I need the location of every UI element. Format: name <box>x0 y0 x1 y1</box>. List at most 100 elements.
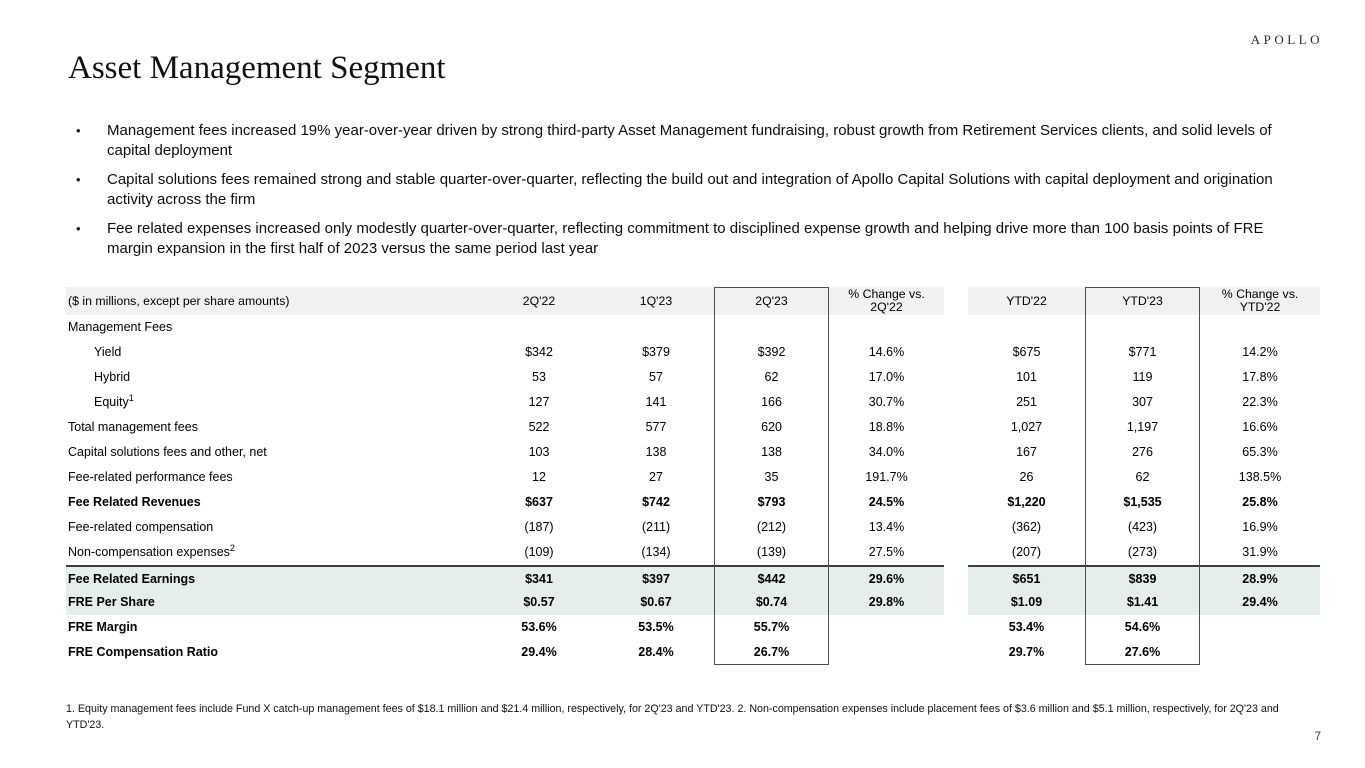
table-value-cell: 522 <box>528 420 550 434</box>
row-label-text: Fee-related compensation <box>68 520 214 534</box>
table-value-cell: 31.9% <box>1242 545 1278 559</box>
table-value-cell: 1,027 <box>1010 420 1043 434</box>
bullet-text: Capital solutions fees remained strong a… <box>107 171 1273 208</box>
table-value-cell: 53 <box>532 370 546 384</box>
bullet-text: Fee related expenses increased only mode… <box>107 220 1264 257</box>
table-value-cell: 1,197 <box>1085 415 1200 440</box>
table-value-cell: 53.4% <box>1008 620 1045 634</box>
table-value-cell: 16.9% <box>1242 520 1278 534</box>
table-value-cell: 127 <box>528 395 550 409</box>
table-value-cell: $771 <box>1085 340 1200 365</box>
column-group-gap <box>944 415 968 440</box>
table-value-cell: $1,220 <box>1007 495 1046 509</box>
table-value-cell: $839 <box>1085 565 1200 590</box>
bullet-icon: • <box>76 123 81 138</box>
col-header-ytd23: YTD'23 <box>1085 287 1200 315</box>
financial-table: ($ in millions, except per share amounts… <box>66 287 1320 665</box>
column-group-gap <box>944 440 968 465</box>
bullet-list: • Management fees increased 19% year-ove… <box>68 121 1308 268</box>
row-label: Equity1 <box>66 390 480 415</box>
row-label-text: Fee-related performance fees <box>68 470 233 484</box>
table-value-cell: 307 <box>1085 390 1200 415</box>
column-group-gap <box>944 590 968 615</box>
table-value-cell: $0.57 <box>480 590 598 615</box>
table-value-cell: $0.74 <box>714 590 829 615</box>
table-value-cell: 25.8% <box>1242 495 1278 509</box>
table-value-cell: $1.09 <box>968 590 1085 615</box>
footnote-reference: 2 <box>229 542 235 553</box>
table-value-cell: $341 <box>480 565 598 590</box>
table-value-cell: $651 <box>968 565 1085 590</box>
table-value-cell: 27.6% <box>1085 640 1200 665</box>
table-value-cell: 138.5% <box>1238 470 1282 484</box>
table-value-cell: 620 <box>714 415 829 440</box>
table-value-cell: (134) <box>641 545 671 559</box>
table-value-cell: 29.6% <box>829 565 944 590</box>
table-value-cell: 65.3% <box>1242 445 1278 459</box>
footnote: 1. Equity management fees include Fund X… <box>66 703 1279 731</box>
table-value-cell <box>598 315 714 340</box>
column-group-gap <box>944 540 968 565</box>
row-label-text: Equity <box>94 395 129 409</box>
table-value-cell <box>1200 315 1320 340</box>
column-group-gap <box>944 315 968 340</box>
table-value-cell: 12 <box>532 470 546 484</box>
row-label: Total management fees <box>66 415 480 440</box>
table-value-cell: 28.4% <box>638 645 674 659</box>
table-value-cell <box>1200 615 1320 640</box>
table-value-cell: (212) <box>714 515 829 540</box>
table-value-cell <box>829 315 944 340</box>
column-group-gap <box>944 615 968 640</box>
row-label: Yield <box>66 340 480 365</box>
table-value-cell: 54.6% <box>1085 615 1200 640</box>
table-value-cell: (187) <box>524 520 554 534</box>
table-value-cell: 27 <box>649 470 663 484</box>
row-label-text: Fee Related Earnings <box>68 572 196 586</box>
table-value-cell <box>1085 315 1200 340</box>
apollo-logo: APOLLO <box>1250 32 1323 47</box>
table-value-cell: 14.6% <box>868 345 905 359</box>
table-value-cell: 17.8% <box>1242 370 1278 384</box>
row-label: Fee-related compensation <box>66 515 480 540</box>
table-value-cell: 29.4% <box>521 645 557 659</box>
bullet-text: Management fees increased 19% year-over-… <box>107 122 1272 159</box>
bullet-icon: • <box>76 221 81 236</box>
bullet-item: • Management fees increased 19% year-ove… <box>68 121 1308 161</box>
page-number: 7 <box>1314 731 1321 743</box>
table-value-cell: 22.3% <box>1242 395 1278 409</box>
row-label: FRE Margin <box>66 615 480 640</box>
table-value-cell: 14.2% <box>1242 345 1278 359</box>
table-value-cell: $1.41 <box>1085 590 1200 615</box>
column-group-gap <box>944 465 968 490</box>
footnote-reference: 1 <box>128 392 134 403</box>
table-value-cell: (211) <box>641 520 671 534</box>
table-value-cell: $793 <box>714 490 829 515</box>
row-label-text: FRE Per Share <box>68 595 155 609</box>
row-label-text: Capital solutions fees and other, net <box>68 445 267 459</box>
table-value-cell <box>1200 640 1320 665</box>
column-group-gap <box>944 365 968 390</box>
table-value-cell: 17.0% <box>868 370 905 384</box>
column-group-gap <box>944 287 968 315</box>
table-value-cell: 191.7% <box>865 470 908 484</box>
table-value-cell: $675 <box>1012 345 1041 359</box>
table-value-cell: (423) <box>1085 515 1200 540</box>
row-label: Fee Related Revenues <box>66 490 480 515</box>
table-value-cell: (109) <box>524 545 554 559</box>
table-value-cell: 251 <box>1016 395 1037 409</box>
table-value-cell: 24.5% <box>868 495 905 509</box>
col-header-1q23: 1Q'23 <box>598 287 714 315</box>
table-value-cell: 57 <box>649 370 663 384</box>
col-header-change-quarter: % Change vs. 2Q'22 <box>829 287 944 315</box>
table-value-cell: $442 <box>714 565 829 590</box>
table-value-cell: 26.7% <box>714 640 829 665</box>
column-group-gap <box>944 390 968 415</box>
table-value-cell: 276 <box>1085 440 1200 465</box>
table-value-cell <box>480 315 598 340</box>
column-group-gap <box>944 515 968 540</box>
table-value-cell: 62 <box>1085 465 1200 490</box>
table-value-cell <box>829 615 944 640</box>
row-label-text: FRE Margin <box>68 620 138 634</box>
table-value-cell <box>714 315 829 340</box>
